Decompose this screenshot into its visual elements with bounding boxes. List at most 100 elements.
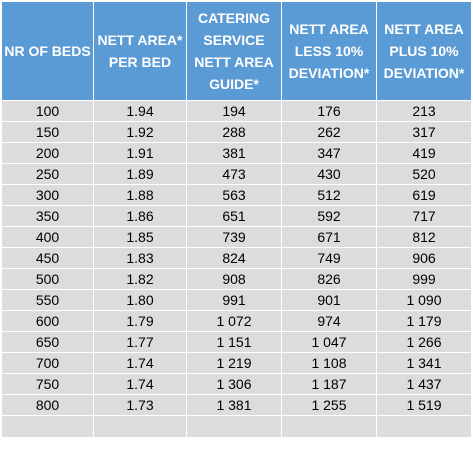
cell-area-per-bed: 1.85	[93, 226, 187, 248]
cell-beds: 250	[1, 163, 94, 185]
cell-beds: 450	[1, 247, 94, 269]
cell-less-10: 671	[281, 226, 377, 248]
table-row: 150 1.92 288 262 317	[1, 121, 472, 143]
cell-beds: 500	[1, 268, 94, 290]
cell-area-guide: 739	[186, 226, 282, 248]
cell-plus-10: 419	[376, 142, 472, 164]
cell-beds: 550	[1, 289, 94, 311]
cell-less-10: 1 047	[281, 331, 377, 353]
cell-less-10: 512	[281, 184, 377, 206]
cell-less-10: 749	[281, 247, 377, 269]
cell-area-guide: 991	[186, 289, 282, 311]
cell-beds: 300	[1, 184, 94, 206]
cell-plus-10: 1 341	[376, 352, 472, 374]
cell-less-10: 1 187	[281, 373, 377, 395]
cell-area-guide: 194	[186, 100, 282, 122]
cell-area-guide: 473	[186, 163, 282, 185]
cell-area-per-bed: 1.89	[93, 163, 187, 185]
cell-plus-10: 999	[376, 268, 472, 290]
empty-row	[1, 415, 472, 438]
cell-less-10: 347	[281, 142, 377, 164]
cell-area-per-bed: 1.77	[93, 331, 187, 353]
cell-less-10: 430	[281, 163, 377, 185]
cell-plus-10: 520	[376, 163, 472, 185]
cell-beds: 400	[1, 226, 94, 248]
cell-beds: 650	[1, 331, 94, 353]
cell-area-per-bed: 1.83	[93, 247, 187, 269]
cell-area-per-bed: 1.88	[93, 184, 187, 206]
cell-area-per-bed: 1.74	[93, 373, 187, 395]
cell-area-per-bed: 1.79	[93, 310, 187, 332]
table-row: 350 1.86 651 592 717	[1, 205, 472, 227]
table-row: 750 1.74 1 306 1 187 1 437	[1, 373, 472, 395]
cell-plus-10: 1 519	[376, 394, 472, 416]
cell-plus-10: 906	[376, 247, 472, 269]
cell-area-per-bed: 1.86	[93, 205, 187, 227]
cell-area-per-bed: 1.91	[93, 142, 187, 164]
cell-beds: 750	[1, 373, 94, 395]
header-nr-of-beds: NR OF BEDS	[1, 1, 94, 101]
table-row: 550 1.80 991 901 1 090	[1, 289, 472, 311]
table-row: 100 1.94 194 176 213	[1, 100, 472, 122]
cell-plus-10: 213	[376, 100, 472, 122]
table-row: 300 1.88 563 512 619	[1, 184, 472, 206]
table-row: 600 1.79 1 072 974 1 179	[1, 310, 472, 332]
cell-beds: 200	[1, 142, 94, 164]
cell-beds: 100	[1, 100, 94, 122]
cell-plus-10: 812	[376, 226, 472, 248]
cell-area-per-bed: 1.92	[93, 121, 187, 143]
empty-cell	[376, 415, 472, 438]
table-row: 250 1.89 473 430 520	[1, 163, 472, 185]
cell-area-guide: 563	[186, 184, 282, 206]
table-row: 500 1.82 908 826 999	[1, 268, 472, 290]
cell-area-guide: 1 381	[186, 394, 282, 416]
cell-beds: 350	[1, 205, 94, 227]
cell-plus-10: 1 090	[376, 289, 472, 311]
catering-area-table: NR OF BEDS NETT AREA* PER BED CATERING S…	[1, 1, 472, 438]
cell-area-guide: 1 219	[186, 352, 282, 374]
cell-less-10: 901	[281, 289, 377, 311]
cell-area-per-bed: 1.82	[93, 268, 187, 290]
cell-less-10: 826	[281, 268, 377, 290]
header-nett-area-per-bed: NETT AREA* PER BED	[93, 1, 187, 101]
header-nett-area-less-10: NETT AREA LESS 10% DEVIATION*	[281, 1, 377, 101]
empty-cell	[1, 415, 94, 438]
table-row: 700 1.74 1 219 1 108 1 341	[1, 352, 472, 374]
header-nett-area-plus-10: NETT AREA PLUS 10% DEVIATION*	[376, 1, 472, 101]
table-row: 800 1.73 1 381 1 255 1 519	[1, 394, 472, 416]
cell-plus-10: 1 179	[376, 310, 472, 332]
cell-area-guide: 288	[186, 121, 282, 143]
cell-less-10: 974	[281, 310, 377, 332]
cell-area-guide: 651	[186, 205, 282, 227]
cell-plus-10: 1 266	[376, 331, 472, 353]
empty-cell	[93, 415, 187, 438]
cell-area-per-bed: 1.73	[93, 394, 187, 416]
cell-area-guide: 1 306	[186, 373, 282, 395]
cell-less-10: 176	[281, 100, 377, 122]
cell-beds: 150	[1, 121, 94, 143]
cell-area-guide: 908	[186, 268, 282, 290]
cell-area-guide: 381	[186, 142, 282, 164]
cell-plus-10: 317	[376, 121, 472, 143]
cell-area-per-bed: 1.80	[93, 289, 187, 311]
cell-beds: 700	[1, 352, 94, 374]
cell-plus-10: 619	[376, 184, 472, 206]
cell-plus-10: 1 437	[376, 373, 472, 395]
header-row: NR OF BEDS NETT AREA* PER BED CATERING S…	[1, 1, 472, 101]
table-row: 450 1.83 824 749 906	[1, 247, 472, 269]
table-row: 200 1.91 381 347 419	[1, 142, 472, 164]
cell-area-guide: 1 151	[186, 331, 282, 353]
cell-less-10: 262	[281, 121, 377, 143]
cell-less-10: 1 255	[281, 394, 377, 416]
cell-area-guide: 1 072	[186, 310, 282, 332]
empty-cell	[281, 415, 377, 438]
cell-area-per-bed: 1.74	[93, 352, 187, 374]
empty-cell	[186, 415, 282, 438]
cell-area-guide: 824	[186, 247, 282, 269]
cell-less-10: 592	[281, 205, 377, 227]
table-row: 650 1.77 1 151 1 047 1 266	[1, 331, 472, 353]
table-row: 400 1.85 739 671 812	[1, 226, 472, 248]
cell-less-10: 1 108	[281, 352, 377, 374]
table-body: 100 1.94 194 176 213 150 1.92 288 262 317 200 1.91 3…	[1, 100, 472, 438]
header-catering-nett-area-guide: CATERING SERVICE NETT AREA GUIDE*	[186, 1, 282, 101]
